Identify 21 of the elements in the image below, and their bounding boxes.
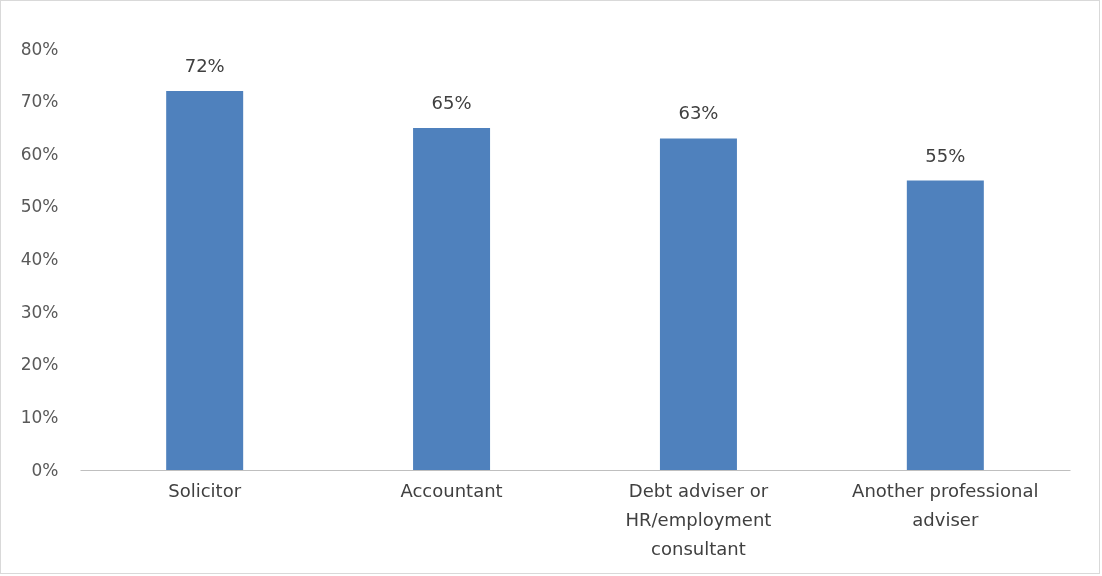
x-tick-label: Another professional adviser [852, 479, 1039, 530]
data-label: 63% [678, 102, 719, 124]
y-tick-label: 50% [20, 196, 59, 217]
y-tick-label: 60% [20, 143, 59, 164]
y-tick-label: 20% [20, 354, 59, 375]
bar [413, 127, 491, 470]
bar [659, 138, 737, 470]
y-tick-label: 0% [31, 459, 59, 480]
y-tick-label: 80% [20, 38, 59, 59]
data-label: 72% [184, 55, 225, 77]
x-tick-label: Debt adviser or HR/employment consultant [625, 479, 772, 559]
x-tick-label: Solicitor [168, 479, 242, 501]
bar [906, 180, 984, 470]
x-tick-label: Accountant [400, 479, 503, 501]
y-tick-label: 30% [20, 301, 59, 322]
y-tick-label: 10% [20, 406, 59, 427]
data-label: 55% [925, 144, 966, 166]
y-tick-label: 40% [20, 249, 59, 269]
y-tick-label: 70% [20, 91, 59, 112]
bar [166, 91, 244, 470]
data-label: 65% [431, 91, 472, 113]
